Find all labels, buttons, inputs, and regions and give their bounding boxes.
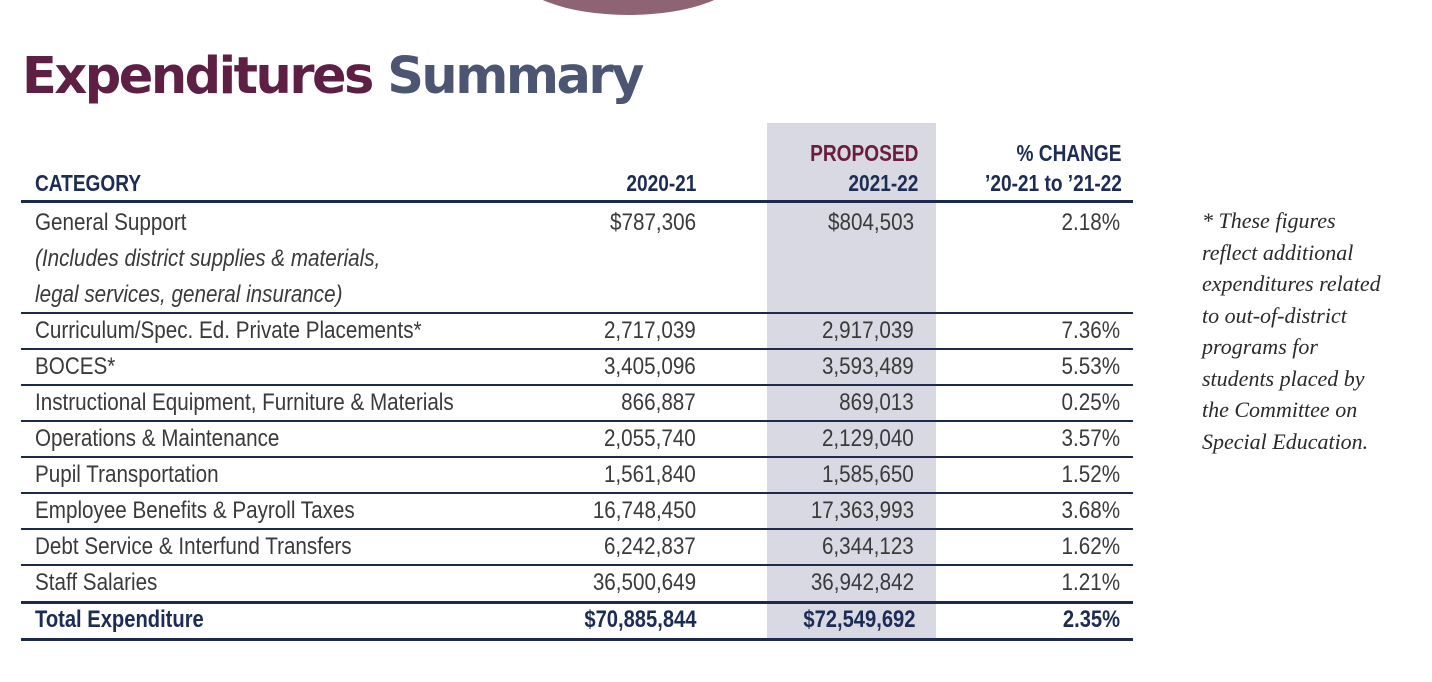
row-value-2021-22: 869,013	[839, 389, 914, 416]
row-value-2020-21: 3,405,096	[604, 353, 696, 380]
header-rule	[21, 200, 1133, 203]
header-category: CATEGORY	[35, 170, 142, 196]
row-divider	[21, 564, 1133, 566]
row-value-2021-22: 3,593,489	[822, 353, 914, 380]
row-category: Employee Benefits & Payroll Taxes	[35, 497, 355, 524]
row-category: Pupil Transportation	[35, 461, 219, 488]
row-percent-change: 1.52%	[1061, 461, 1120, 488]
header-percent-change: % CHANGE	[1016, 140, 1122, 166]
row-category: Operations & Maintenance	[35, 425, 280, 452]
header-proposed-label: PROPOSED	[810, 139, 918, 168]
side-footnote: * These figures reflect additional expen…	[1202, 205, 1412, 457]
row-divider	[21, 420, 1133, 422]
total-value-2020-21: $70,885,844	[583, 606, 696, 633]
row-value-2020-21: $787,306	[609, 209, 696, 236]
footnote-line: students placed by	[1202, 365, 1365, 391]
row-category-note: (Includes district supplies & materials,	[35, 245, 381, 272]
footnote-line: Special Education.	[1202, 428, 1369, 454]
page-title: Expenditures Summary	[22, 42, 644, 112]
row-percent-change: 1.21%	[1061, 569, 1120, 596]
row-percent-change: 5.53%	[1061, 353, 1120, 380]
row-category: Staff Salaries	[35, 569, 158, 596]
row-percent-change: 7.36%	[1061, 317, 1120, 344]
total-rule	[21, 601, 1133, 604]
header-change-period: ’20-21 to ’21-22	[985, 170, 1122, 196]
title-word-summary: Summary	[387, 47, 644, 106]
row-value-2020-21: 2,055,740	[604, 425, 696, 452]
row-divider	[21, 492, 1133, 494]
row-divider	[21, 456, 1133, 458]
row-percent-change: 3.57%	[1061, 425, 1120, 452]
row-divider	[21, 312, 1133, 314]
title-word-expenditures: Expenditures	[22, 47, 374, 106]
proposed-column-highlight	[767, 123, 936, 641]
header-year-2021-22: 2021-22	[847, 170, 918, 196]
row-divider	[21, 384, 1133, 386]
decorative-arc	[516, 0, 741, 15]
row-value-2020-21: 2,717,039	[604, 317, 696, 344]
row-divider	[21, 348, 1133, 350]
proposed-label-text: PROPOSED	[809, 140, 918, 166]
footnote-line: the Committee on	[1202, 397, 1358, 422]
footnote-line: programs for	[1202, 334, 1318, 359]
row-category-note: legal services, general insurance)	[35, 281, 343, 308]
row-value-2020-21: 866,887	[621, 389, 696, 416]
row-category: Instructional Equipment, Furniture & Mat…	[35, 389, 454, 416]
row-percent-change: 0.25%	[1061, 389, 1120, 416]
row-value-2020-21: 36,500,649	[592, 569, 696, 596]
row-value-2021-22: 36,942,842	[810, 569, 914, 596]
row-divider	[21, 528, 1133, 530]
row-value-2021-22: 6,344,123	[822, 533, 914, 560]
row-value-2021-22: 2,917,039	[822, 317, 914, 344]
footnote-line: to out-of-district	[1202, 302, 1347, 328]
footnote-line: expenditures related	[1202, 271, 1381, 296]
bottom-rule	[21, 638, 1133, 641]
footnote-line: * These figures	[1202, 208, 1336, 233]
total-value-2021-22: $72,549,692	[802, 606, 915, 633]
row-value-2021-22: $804,503	[827, 209, 914, 236]
row-value-2021-22: 1,585,650	[822, 461, 914, 488]
row-percent-change: 3.68%	[1061, 497, 1120, 524]
footnote-line: reflect additional	[1202, 239, 1354, 265]
row-value-2020-21: 16,748,450	[592, 497, 696, 524]
row-category: General Support	[35, 209, 187, 236]
row-value-2021-22: 17,363,993	[810, 497, 914, 524]
row-value-2020-21: 6,242,837	[604, 533, 696, 560]
header-year-2020-21: 2020-21	[625, 170, 696, 196]
row-value-2020-21: 1,561,840	[604, 461, 696, 488]
row-category: Curriculum/Spec. Ed. Private Placements*	[35, 317, 422, 344]
row-category: BOCES*	[35, 353, 116, 380]
row-percent-change: 2.18%	[1061, 209, 1120, 236]
total-percent-change: 2.35%	[1062, 606, 1120, 633]
row-percent-change: 1.62%	[1061, 533, 1120, 560]
total-label: Total Expenditure	[35, 606, 204, 633]
row-category: Debt Service & Interfund Transfers	[35, 533, 352, 560]
row-value-2021-22: 2,129,040	[822, 425, 914, 452]
